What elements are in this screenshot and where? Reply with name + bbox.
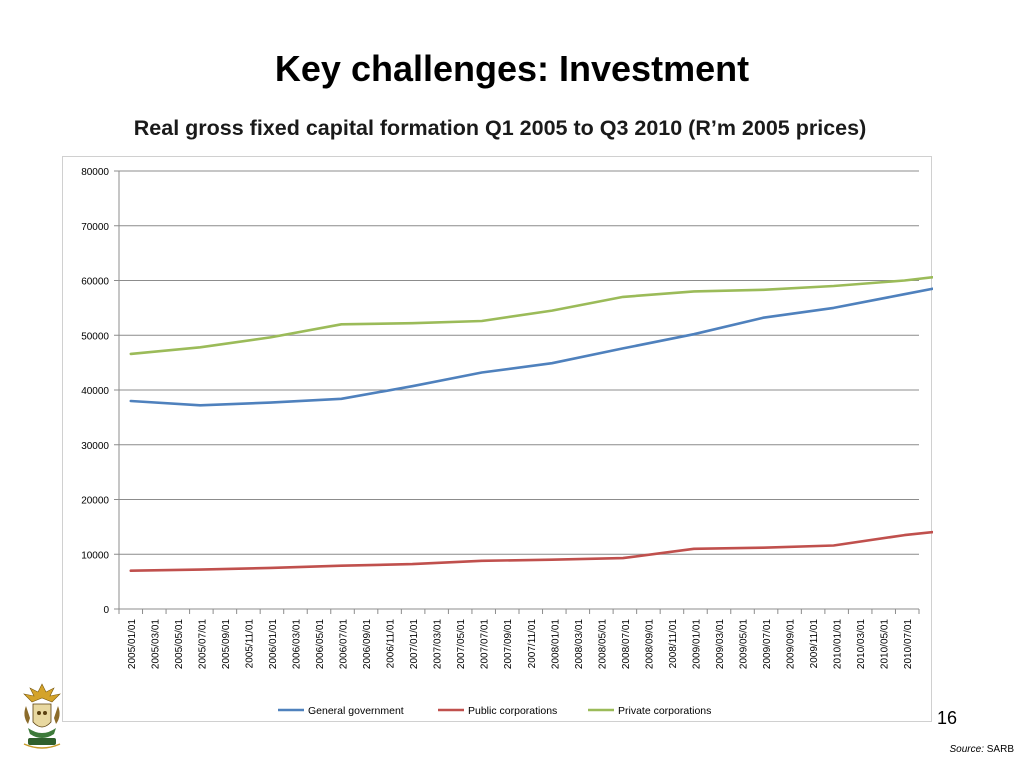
- x-tick-label: 2005/07/01: [197, 619, 208, 669]
- x-tick-label: 2010/03/01: [856, 619, 867, 669]
- x-tick-label: 2009/01/01: [691, 619, 702, 669]
- y-tick-label: 60000: [81, 277, 109, 288]
- legend-label: General government: [308, 705, 404, 717]
- x-tick-label: 2006/05/01: [315, 619, 326, 669]
- page-number: 16: [937, 708, 958, 728]
- x-tick-label: 2009/03/01: [715, 619, 726, 669]
- source-note: Source: SARB: [950, 744, 1014, 755]
- x-tick-label: 2007/03/01: [433, 619, 444, 669]
- coat-of-arms-icon: [23, 683, 61, 749]
- x-tick-label: 2010/01/01: [833, 619, 844, 669]
- x-tick-label: 2009/11/01: [809, 619, 820, 669]
- line-chart: 0 10000 20000 30000 40000 50000 60000 70000 8000…: [81, 167, 933, 717]
- x-tick-label: 2008/09/01: [644, 619, 655, 669]
- x-tick-label: 2005/01/01: [127, 619, 138, 669]
- series-line-general-government: [129, 287, 933, 407]
- source-label: Source:: [949, 744, 984, 755]
- chart-subtitle: Real gross fixed capital formation Q1 20…: [133, 116, 867, 140]
- series-line-private-corporations: [129, 275, 933, 356]
- x-tick-label: 2006/07/01: [339, 619, 350, 669]
- y-tick-label: 20000: [81, 496, 109, 507]
- x-tick-label: 2010/05/01: [880, 619, 891, 669]
- legend-label: Private corporations: [618, 705, 711, 717]
- x-tick-label: 2007/09/01: [503, 619, 514, 669]
- x-tick-label: 2008/07/01: [621, 619, 632, 669]
- x-tick-label: 2006/09/01: [362, 619, 373, 669]
- slide-title: Key challenges: Investment: [274, 48, 750, 89]
- x-tick-label: 2009/07/01: [762, 619, 773, 669]
- x-tick-label: 2005/11/01: [244, 619, 255, 669]
- coat-of-arms-logo: [23, 683, 61, 749]
- y-tick-label: 30000: [81, 441, 109, 452]
- y-tick-label: 40000: [81, 386, 109, 397]
- x-tick-label: 2005/03/01: [150, 619, 161, 669]
- x-tick-label: 2006/01/01: [268, 619, 279, 669]
- x-tick-label: 2008/03/01: [574, 619, 585, 669]
- y-tick-label: 50000: [81, 331, 109, 342]
- series-line-public-corporations: [129, 530, 933, 573]
- x-tick-label: 2006/11/01: [386, 619, 397, 669]
- x-tick-label: 2007/01/01: [409, 619, 420, 669]
- x-tick-label: 2008/05/01: [597, 619, 608, 669]
- x-tick-label: 2007/07/01: [480, 619, 491, 669]
- x-tick-label: 2006/03/01: [291, 619, 302, 669]
- x-tick-label: 2007/11/01: [527, 619, 538, 669]
- chart-area: 0 10000 20000 30000 40000 50000 60000 70000 8000…: [62, 156, 933, 722]
- legend-label: Public corporations: [468, 705, 557, 717]
- x-tick-label: 2008/11/01: [668, 619, 679, 669]
- x-tick-label: 2010/07/01: [903, 619, 914, 669]
- y-tick-label: 10000: [81, 550, 109, 561]
- x-tick-label: 2005/09/01: [221, 619, 232, 669]
- source-value: SARB: [986, 744, 1014, 755]
- y-tick-label: 70000: [81, 222, 109, 233]
- x-tick-label: 2005/05/01: [174, 619, 185, 669]
- x-tick-label: 2008/01/01: [550, 619, 561, 669]
- x-tick-label: 2007/05/01: [456, 619, 467, 669]
- y-tick-label: 0: [103, 605, 109, 616]
- x-tick-label: 2009/09/01: [786, 619, 797, 669]
- x-tick-label: 2009/05/01: [739, 619, 750, 669]
- y-tick-label: 80000: [81, 167, 109, 178]
